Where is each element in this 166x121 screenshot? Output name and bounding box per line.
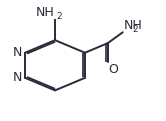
Text: NH: NH [36, 6, 54, 19]
Text: N: N [12, 46, 22, 59]
Text: 2: 2 [57, 12, 62, 21]
Text: O: O [109, 64, 119, 76]
Text: NH: NH [124, 19, 142, 32]
Text: 2: 2 [132, 25, 138, 34]
Text: N: N [12, 71, 22, 84]
